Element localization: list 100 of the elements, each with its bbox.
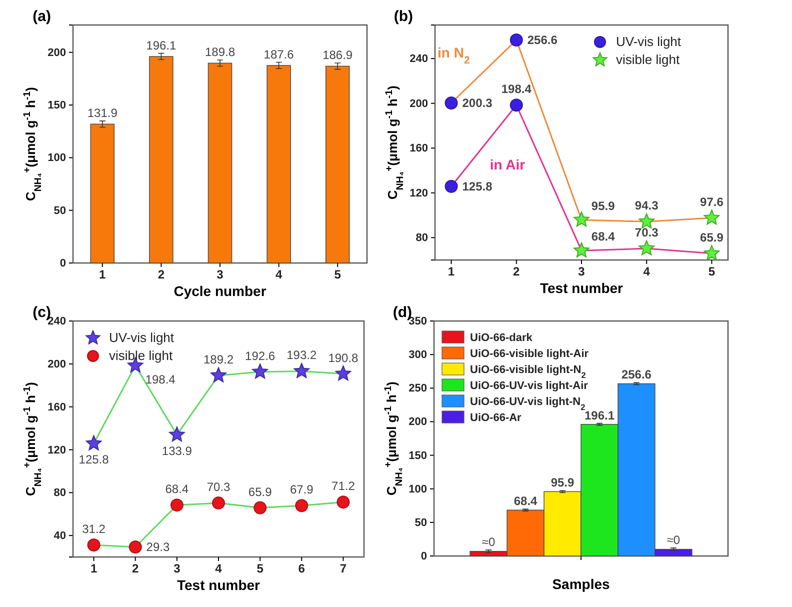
point: [128, 540, 142, 554]
point: [335, 365, 352, 381]
x-tick-label: 1: [448, 264, 455, 279]
y-tick-label: 40: [54, 530, 66, 542]
data-label: 68.4: [591, 230, 616, 244]
data-label: 196.1: [584, 408, 615, 422]
data-label: 186.9: [322, 48, 353, 62]
data-label: 31.2: [82, 522, 106, 536]
y-tick-label: 160: [410, 142, 428, 155]
point: [170, 498, 184, 512]
point: [510, 33, 523, 46]
y-tick-label: 80: [416, 232, 428, 244]
x-tick-label: 2: [158, 268, 165, 282]
bar: [149, 56, 174, 264]
x-tick-label: 1: [90, 562, 98, 576]
y-tick-label: 120: [48, 444, 66, 456]
data-label: 70.3: [206, 480, 230, 494]
y-tick-label: 150: [408, 450, 427, 462]
x-axis-title: Cycle number: [174, 283, 267, 299]
x-tick-label: 5: [256, 562, 264, 576]
data-label: 256.6: [527, 32, 558, 47]
point: [444, 96, 458, 110]
data-label: 133.9: [162, 444, 192, 458]
legend-label: visible light: [109, 348, 173, 363]
data-label: 97.6: [700, 194, 724, 209]
chart-title: (a): [32, 8, 51, 25]
data-label: 71.2: [332, 479, 356, 494]
y-tick-label: 120: [410, 187, 428, 200]
point: [210, 367, 226, 382]
point: [574, 212, 590, 227]
x-tick-label: 3: [216, 268, 224, 282]
legend-label: UV-vis light: [616, 34, 682, 49]
legend-label: visible light: [616, 52, 680, 67]
x-axis-title: Samples: [552, 576, 610, 592]
y-tick-label: 200: [408, 416, 427, 428]
point: [444, 180, 458, 193]
annotation: ≈0: [666, 532, 680, 547]
data-label: 94.3: [634, 198, 659, 213]
data-label: 68.4: [165, 482, 189, 496]
data-label: 189.8: [204, 44, 236, 59]
data-label: 95.9: [591, 198, 616, 213]
y-tick-label: 200: [48, 358, 66, 370]
data-label: 125.8: [462, 179, 493, 194]
x-tick-label: 2: [132, 562, 140, 576]
chart-title: (d): [392, 304, 412, 321]
x-axis-title: Test number: [540, 280, 624, 296]
point: [704, 245, 720, 260]
bar: [208, 62, 232, 264]
y-tick-label: 160: [48, 401, 66, 414]
data-label: 198.4: [501, 82, 532, 96]
data-label: 131.9: [87, 106, 118, 120]
data-label: 190.8: [328, 350, 359, 365]
y-tick-label: 0: [420, 550, 427, 563]
y-tick-label: 150: [48, 100, 66, 112]
data-label: 125.8: [78, 452, 110, 467]
bar: [325, 66, 350, 264]
x-tick-label: 4: [215, 562, 222, 576]
data-label: 65.9: [700, 230, 724, 244]
y-tick-label: 80: [54, 487, 66, 500]
legend-label: UiO-66-UV-vis light-Air: [470, 380, 589, 392]
data-label: 67.9: [290, 482, 314, 497]
chart-title: (c): [32, 304, 51, 321]
point: [510, 98, 523, 112]
annotation: ≈0: [482, 534, 496, 549]
legend-label: UiO-66-visible light-Air: [470, 348, 590, 360]
point: [336, 496, 350, 509]
y-tick-label: 200: [48, 46, 66, 59]
y-tick-label: 200: [410, 98, 428, 110]
data-label: 200.3: [462, 96, 493, 110]
x-tick-label: 6: [298, 562, 306, 576]
legend-label: UiO-66-UV-vis light-N$_{2}$: [470, 396, 586, 412]
x-axis-title: Test number: [177, 577, 261, 593]
legend-label: UV-vis light: [109, 330, 174, 345]
data-label: 198.4: [145, 372, 176, 387]
point: [212, 496, 225, 510]
point: [638, 213, 655, 228]
data-label: 196.1: [146, 38, 177, 52]
point: [704, 210, 720, 225]
point: [169, 426, 185, 442]
bar: [266, 65, 291, 264]
data-label: 256.6: [621, 368, 652, 382]
x-tick-label: 2: [513, 264, 520, 279]
x-tick-label: 4: [275, 268, 282, 282]
series-label: in N$_{2}$: [438, 44, 470, 66]
legend-label: UiO-66-visible light-N$_{2}$: [470, 364, 586, 380]
data-label: 189.2: [203, 352, 234, 366]
series-label: in Air: [490, 156, 526, 173]
y-tick-label: 300: [408, 349, 427, 362]
x-tick-label: 7: [340, 562, 347, 576]
data-label: 68.4: [514, 494, 538, 508]
x-tick-label: 3: [578, 264, 586, 279]
data-label: 95.9: [550, 476, 575, 490]
y-tick-label: 250: [408, 382, 427, 395]
data-label: 187.6: [264, 47, 294, 62]
data-label: 193.2: [286, 348, 317, 362]
data-label: 65.9: [248, 484, 272, 499]
data-label: 29.3: [146, 540, 170, 554]
y-tick-label: 50: [414, 516, 427, 529]
chart-title: (b): [394, 8, 413, 25]
x-tick-label: 3: [174, 562, 181, 576]
